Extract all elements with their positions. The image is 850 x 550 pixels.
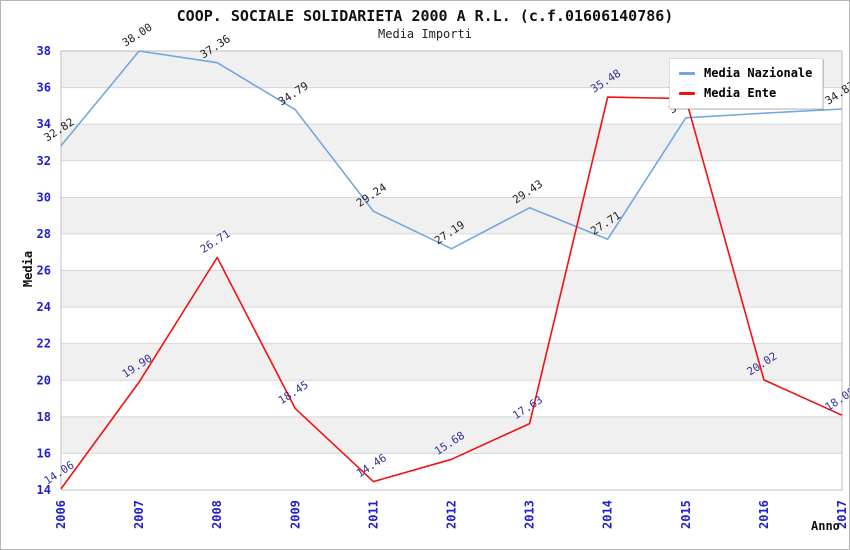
y-tick-label: 20 xyxy=(37,373,51,387)
chart-title: COOP. SOCIALE SOLIDARIETA 2000 A R.L. (c… xyxy=(176,7,674,25)
chart-subtitle: Media Importi xyxy=(378,27,472,41)
y-tick-label: 28 xyxy=(37,227,51,241)
x-tick-label: 2007 xyxy=(132,500,146,529)
plot-band xyxy=(61,343,842,381)
y-tick-label: 26 xyxy=(37,264,51,278)
series-line-media-nazionale xyxy=(60,50,843,250)
plot-band xyxy=(61,197,842,234)
y-tick-label: 24 xyxy=(37,300,51,314)
y-tick-label: 36 xyxy=(37,81,51,95)
y-tick-label: 30 xyxy=(37,190,51,204)
y-tick-label: 14 xyxy=(37,483,51,497)
point-label-media-nazionale: 38.00 xyxy=(120,21,155,50)
x-tick-label: 2013 xyxy=(523,500,537,529)
y-tick-label: 18 xyxy=(37,410,51,424)
x-tick-label: 2009 xyxy=(288,500,302,529)
legend-item-media-nazionale: Media Nazionale xyxy=(679,66,812,80)
legend-label: Media Nazionale xyxy=(704,66,813,80)
x-tick-label: 2011 xyxy=(366,500,380,529)
x-tick-label: 2017 xyxy=(835,500,849,529)
plot-border xyxy=(60,50,843,491)
legend-line-sample-icon xyxy=(679,71,695,75)
x-tick-label: 2006 xyxy=(54,500,68,529)
x-tick-label: 2012 xyxy=(445,500,459,529)
y-tick-label: 34 xyxy=(37,117,51,131)
plot-band xyxy=(61,124,842,161)
x-tick-label: 2014 xyxy=(601,500,615,529)
legend: Media Nazionale Media Ente xyxy=(669,58,824,109)
y-tick-label: 32 xyxy=(37,154,51,168)
x-tick-label: 2008 xyxy=(210,500,224,529)
x-tick-label: 2015 xyxy=(679,500,693,529)
x-axis-title: Anno xyxy=(811,519,840,533)
y-tick-label: 22 xyxy=(37,337,51,351)
y-axis-title: Media xyxy=(21,250,36,288)
legend-label: Media Ente xyxy=(704,86,777,100)
y-tick-label: 16 xyxy=(37,446,51,460)
plot-band xyxy=(61,270,842,308)
point-label-media-ente: 14.46 xyxy=(354,451,389,480)
legend-line-sample-icon xyxy=(679,91,695,95)
legend-item-media-ente: Media Ente xyxy=(679,86,812,100)
plot-band xyxy=(61,416,842,454)
x-tick-label: 2016 xyxy=(757,500,771,529)
point-label-media-ente: 18.09 xyxy=(823,385,850,414)
y-tick-label: 38 xyxy=(37,44,51,58)
series-line-media-ente xyxy=(60,96,843,490)
